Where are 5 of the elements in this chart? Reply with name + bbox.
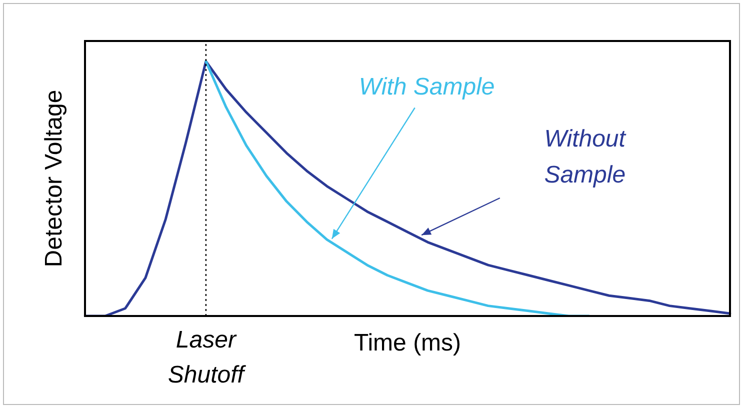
x-axis-title: Time (ms) bbox=[354, 330, 462, 357]
text: Without Sample bbox=[544, 126, 627, 189]
y-axis-title: Detector Voltage bbox=[40, 90, 68, 268]
text: Laser Shutoff bbox=[168, 326, 246, 389]
text: With Sample bbox=[358, 73, 495, 100]
